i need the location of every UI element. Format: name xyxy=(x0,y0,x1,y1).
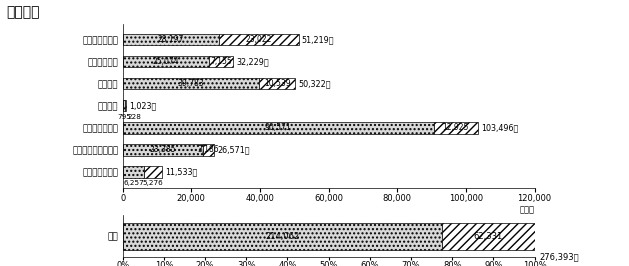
Text: 51,219人: 51,219人 xyxy=(301,35,334,44)
Text: 62,331: 62,331 xyxy=(474,232,503,240)
Text: 28,197: 28,197 xyxy=(158,35,184,44)
Text: 10,539: 10,539 xyxy=(264,79,291,88)
Bar xyxy=(123,166,144,178)
Text: 3,186: 3,186 xyxy=(198,146,220,155)
Bar xyxy=(123,78,259,89)
Text: 6,257: 6,257 xyxy=(123,180,144,186)
Bar xyxy=(123,56,209,67)
Text: 専門学校: 専門学校 xyxy=(6,5,40,19)
Bar xyxy=(123,34,220,45)
Bar xyxy=(123,122,433,134)
Text: 276,393人: 276,393人 xyxy=(540,252,579,261)
Text: 11,533人: 11,533人 xyxy=(165,168,198,177)
Text: 12,925: 12,925 xyxy=(443,123,469,132)
Bar xyxy=(123,100,125,111)
Text: 90,571: 90,571 xyxy=(265,123,291,132)
Text: （人）: （人） xyxy=(520,206,535,214)
Text: 23,385: 23,385 xyxy=(150,146,176,155)
Text: 228: 228 xyxy=(128,114,142,120)
Bar xyxy=(203,144,214,156)
Text: 26,571人: 26,571人 xyxy=(217,146,250,155)
Bar xyxy=(123,144,203,156)
Text: 103,496人: 103,496人 xyxy=(481,123,518,132)
Text: 1,023人: 1,023人 xyxy=(129,101,157,110)
Bar xyxy=(209,56,233,67)
Text: 23,022: 23,022 xyxy=(246,35,272,44)
Bar xyxy=(259,78,296,89)
Bar xyxy=(433,122,478,134)
Text: 7,155: 7,155 xyxy=(210,57,232,66)
Bar xyxy=(125,100,126,111)
Text: 50,322人: 50,322人 xyxy=(299,79,331,88)
Bar xyxy=(442,223,535,250)
Text: 214,062: 214,062 xyxy=(265,232,299,240)
Text: 5,276: 5,276 xyxy=(143,180,164,186)
Bar xyxy=(144,166,162,178)
Bar xyxy=(220,34,299,45)
Text: 795: 795 xyxy=(117,114,131,120)
Text: 32,229人: 32,229人 xyxy=(237,57,269,66)
Bar xyxy=(123,223,442,250)
Text: 39,783: 39,783 xyxy=(177,79,204,88)
Text: 25,074: 25,074 xyxy=(152,57,179,66)
